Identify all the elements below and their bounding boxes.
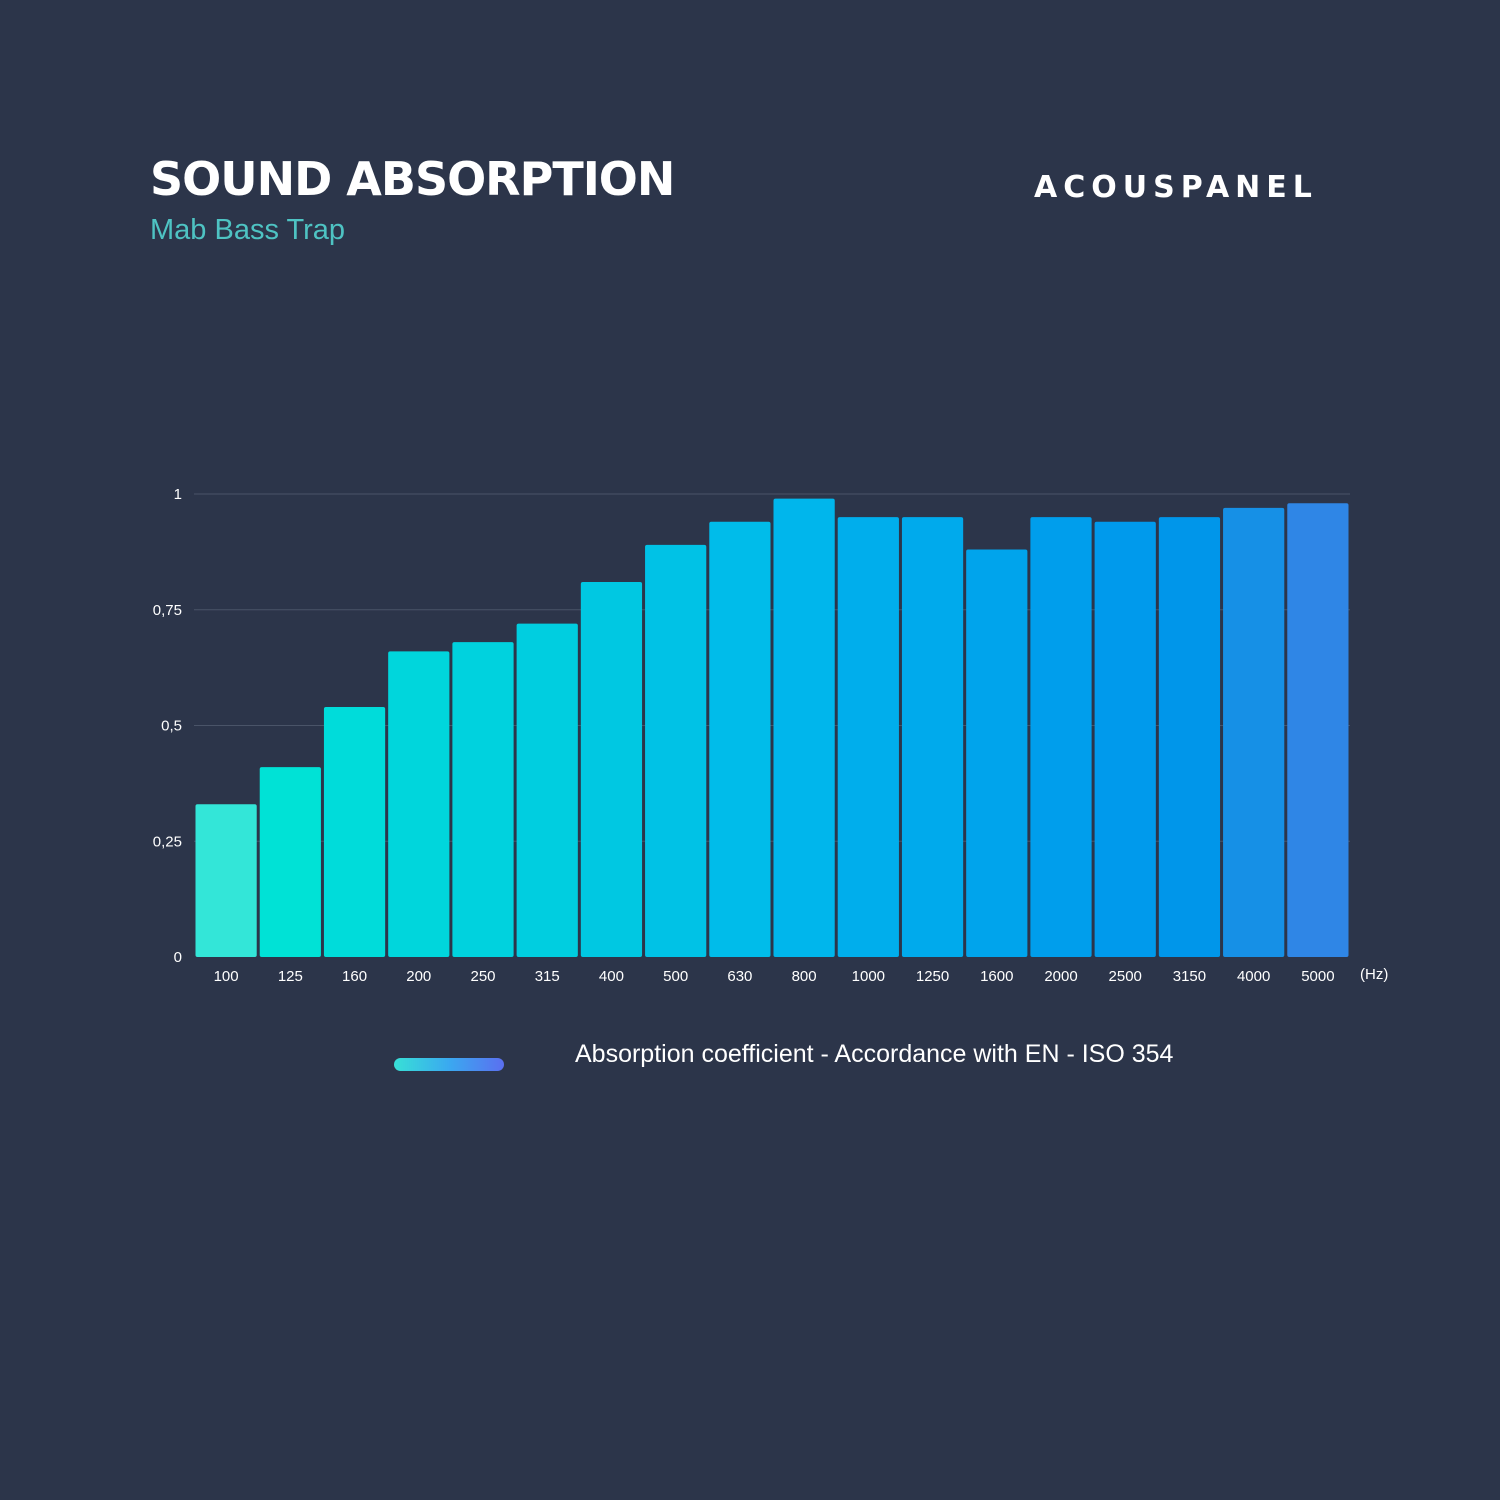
- x-tick-label: 500: [663, 968, 688, 985]
- x-tick-label: 1250: [916, 968, 949, 985]
- bar-630: [709, 521, 771, 957]
- bar-1250: [901, 517, 964, 957]
- y-tick-label: 1: [174, 486, 182, 503]
- y-tick-label: 0,75: [153, 602, 182, 619]
- legend-label: Absorption coefficient - Accordance with…: [575, 1040, 1174, 1068]
- x-tick-label: 2500: [1109, 968, 1142, 985]
- bar-5000: [1287, 503, 1349, 957]
- x-tick-label: 160: [342, 968, 367, 985]
- bar-4000: [1223, 507, 1285, 957]
- x-tick-label: 200: [406, 968, 431, 985]
- x-tick-label: 125: [278, 968, 303, 985]
- x-tick-label: 1600: [980, 968, 1013, 985]
- y-tick-label: 0: [174, 949, 182, 966]
- bar-200: [388, 651, 450, 957]
- bar-315: [516, 623, 578, 957]
- x-tick-label: 630: [727, 968, 752, 985]
- bar-250: [452, 642, 514, 957]
- x-tick-label: 2000: [1044, 968, 1077, 985]
- bar-1600: [966, 549, 1028, 957]
- bar-500: [645, 544, 707, 957]
- bar-160: [323, 706, 386, 957]
- y-tick-label: 0,5: [161, 718, 182, 735]
- x-tick-label: 250: [470, 968, 495, 985]
- bar-800: [773, 498, 835, 957]
- x-tick-label: 4000: [1237, 968, 1270, 985]
- x-tick-label: 315: [535, 968, 560, 985]
- bar-400: [580, 581, 643, 957]
- x-tick-label: 5000: [1301, 968, 1334, 985]
- bar-2500: [1094, 521, 1156, 957]
- x-tick-label: 1000: [852, 968, 885, 985]
- bar-100: [195, 804, 257, 957]
- bar-2000: [1030, 517, 1092, 957]
- bar-3150: [1158, 517, 1221, 957]
- chart-title: SOUND ABSORPTION: [150, 152, 675, 206]
- chart-subtitle: Mab Bass Trap: [150, 214, 346, 246]
- x-tick-label: 400: [599, 968, 624, 985]
- x-axis-unit: (Hz): [1360, 966, 1388, 983]
- legend-swatch: [394, 1058, 504, 1071]
- bar-125: [259, 767, 321, 957]
- x-tick-label: 100: [214, 968, 239, 985]
- x-tick-label: 800: [792, 968, 817, 985]
- bar-1000: [837, 517, 899, 957]
- brand-logo: ACOUSPANEL: [1034, 170, 1318, 205]
- x-tick-label: 3150: [1173, 968, 1206, 985]
- y-tick-label: 0,25: [153, 833, 182, 850]
